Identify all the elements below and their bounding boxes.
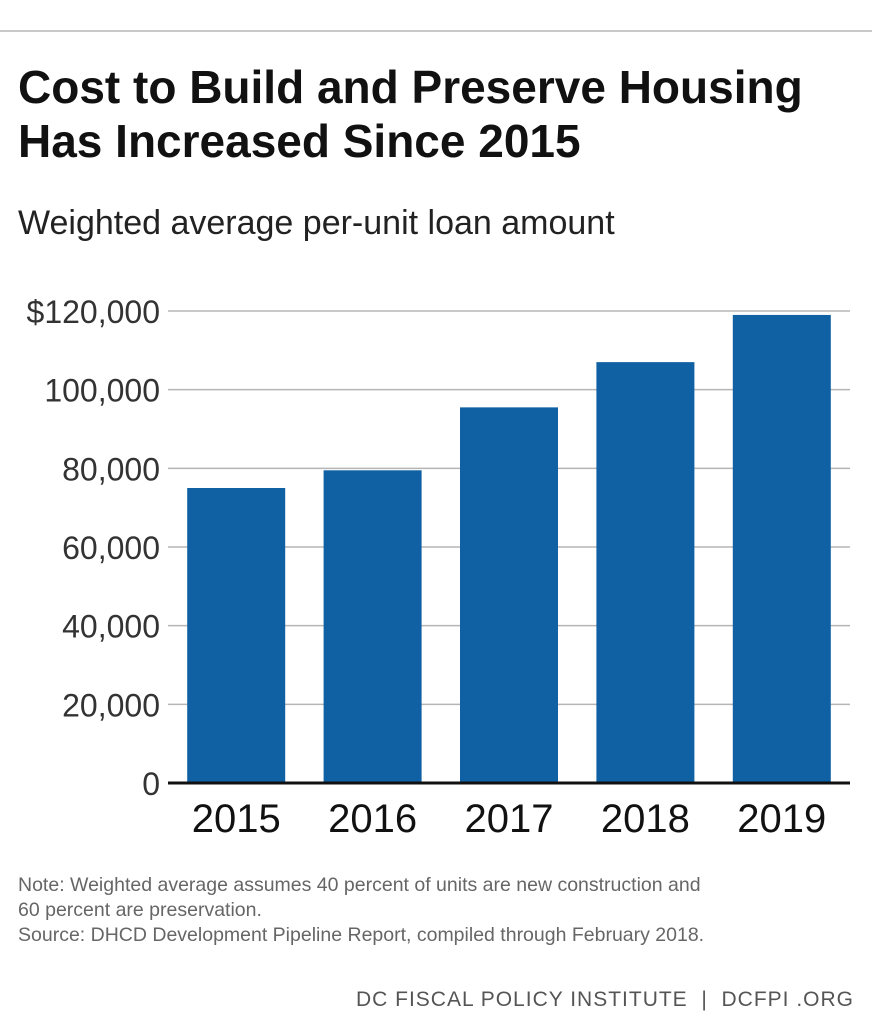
y-tick-label: 60,000 [62,530,160,566]
x-tick-label-2018: 2018 [601,797,690,841]
y-tick-label: $120,000 [27,294,160,330]
y-tick-label: 40,000 [62,609,160,645]
y-axis-tick-labels: 0 20,000 40,000 60,000 80,000 100,000 $120,000 [27,294,160,802]
y-tick-label: 80,000 [62,451,160,487]
footer-credit: DC FISCAL POLICY INSTITUTE | DCFPI .ORG [355,988,854,1011]
y-tick-label: 0 [142,766,160,802]
x-tick-label-2016: 2016 [328,797,417,841]
top-divider [0,30,872,32]
y-tick-label: 100,000 [44,373,160,409]
source-line: Source: DHCD Development Pipeline Report… [18,924,705,946]
chart-subtitle: Weighted average per-unit loan amount [18,204,615,242]
y-tick-label: 20,000 [62,687,160,723]
bars [187,314,831,783]
bar-chart: 0 20,000 40,000 60,000 80,000 100,000 $120,000… [27,294,850,841]
note-line-2: 60 percent are preservation. [18,899,262,921]
chart-title-line-1: Cost to Build and Preserve Housing [18,61,803,113]
chart-title: Cost to Build and Preserve Housing Has I… [18,60,858,168]
x-axis-tick-labels: 2015 2016 2017 2018 2019 [192,797,827,841]
x-tick-label-2017: 2017 [465,797,554,841]
chart-notes: Note: Weighted average assumes 40 percen… [18,873,868,948]
bar-2017 [460,407,558,783]
bar-2015 [187,488,286,783]
note-line-1: Note: Weighted average assumes 40 percen… [18,874,701,896]
chart-title-line-2: Has Increased Since 2015 [18,115,581,167]
x-tick-label-2019: 2019 [737,797,826,841]
bar-2019 [732,314,831,783]
bar-2016 [323,470,422,783]
bar-2018 [596,362,695,783]
x-tick-label-2015: 2015 [192,797,281,841]
